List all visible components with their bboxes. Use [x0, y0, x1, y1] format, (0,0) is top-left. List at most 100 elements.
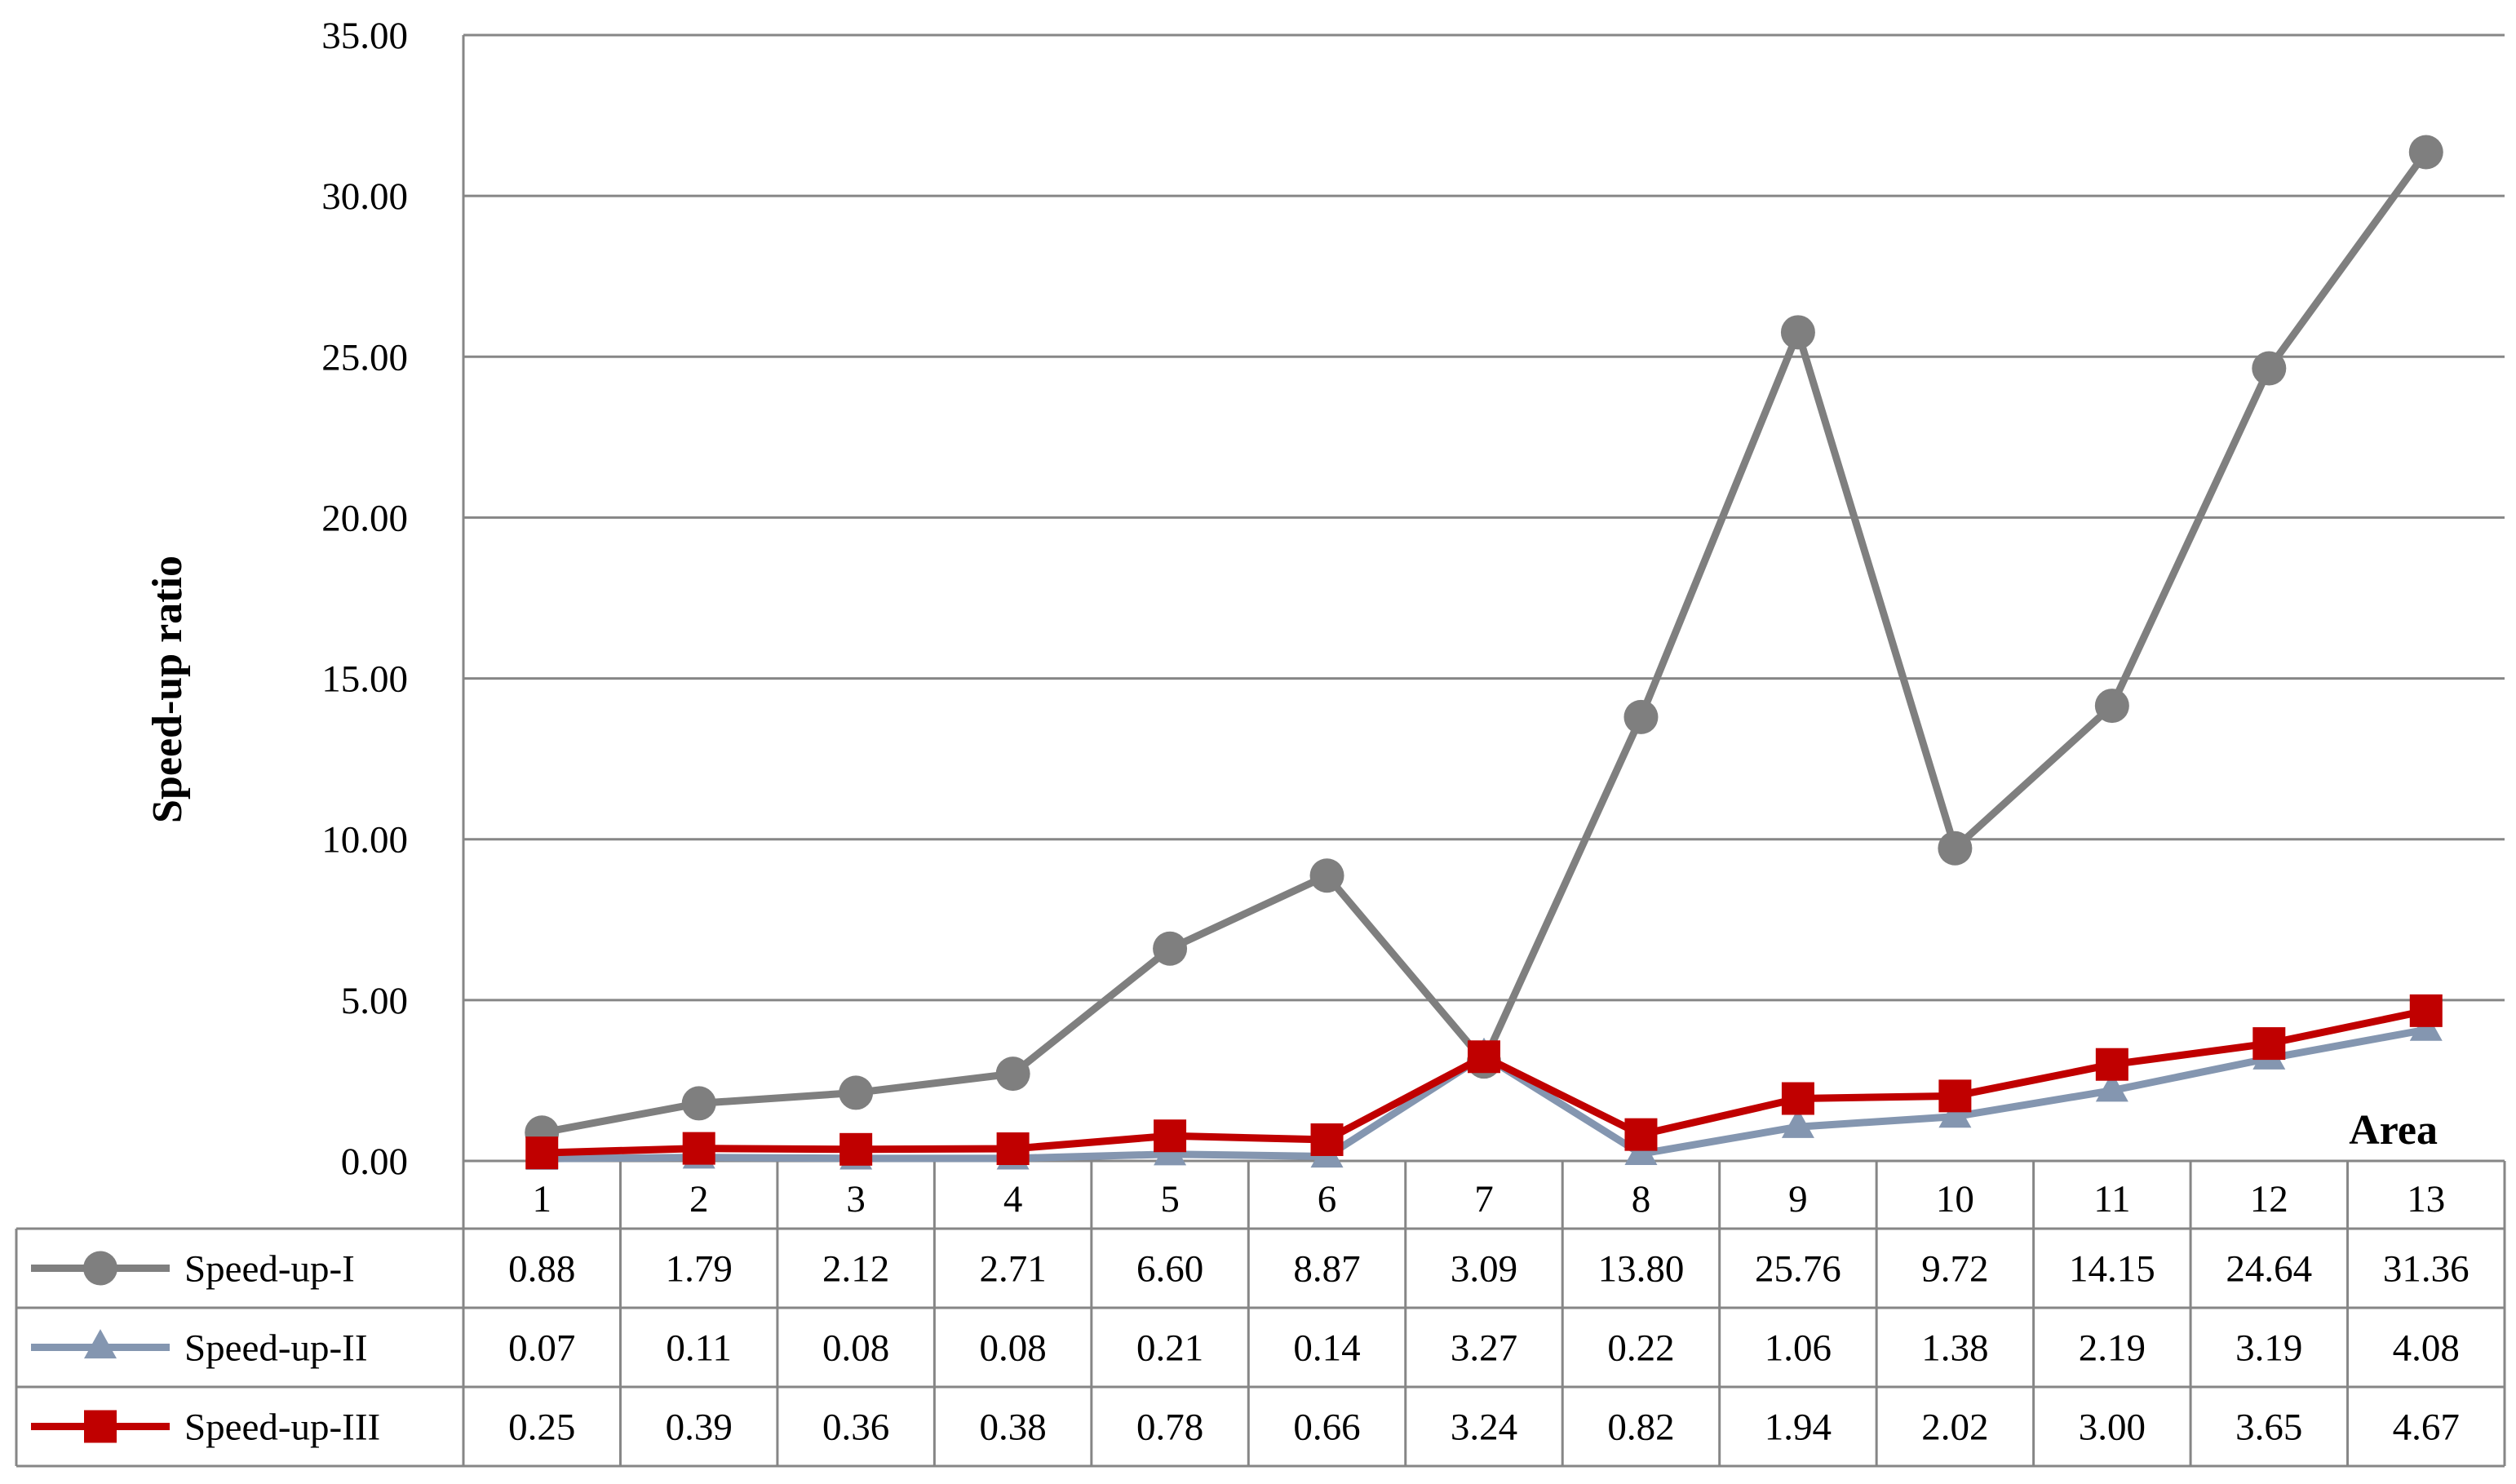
- table-value: 1.38: [1921, 1327, 1988, 1370]
- y-tick-label: 5.00: [341, 980, 408, 1022]
- table-value: 24.64: [2226, 1248, 2312, 1291]
- table-value: 25.76: [1755, 1248, 1841, 1291]
- data-point: [1309, 858, 1344, 893]
- data-point: [682, 1132, 715, 1165]
- category-label: 9: [1788, 1178, 1808, 1220]
- series-line: [541, 149, 2430, 1136]
- table-value: 4.08: [2393, 1327, 2460, 1370]
- table-value: 0.08: [822, 1327, 889, 1370]
- data-point: [2095, 1072, 2128, 1102]
- category-label: 10: [1936, 1178, 1974, 1220]
- category-label: 8: [1632, 1178, 1651, 1220]
- table-value: 0.25: [508, 1406, 575, 1449]
- table-value: 2.71: [979, 1248, 1046, 1291]
- category-label: 1: [532, 1178, 551, 1220]
- table-value: 0.11: [666, 1327, 732, 1370]
- data-point: [1938, 1079, 1972, 1113]
- data-point: [1781, 1082, 1814, 1115]
- table-value: 3.00: [2079, 1406, 2146, 1449]
- legend-entry: Speed-up-III: [184, 1406, 380, 1449]
- legend-key-marker: [84, 1410, 117, 1443]
- y-tick-label: 10.00: [321, 819, 408, 862]
- table-value: 3.24: [1451, 1406, 1517, 1449]
- data-point: [1781, 1108, 1814, 1138]
- series-lines: [525, 135, 2443, 1170]
- data-point: [839, 1075, 874, 1110]
- category-label: 7: [1474, 1178, 1494, 1220]
- table-value: 0.66: [1293, 1406, 1360, 1449]
- category-label: 4: [1003, 1178, 1023, 1220]
- data-point: [681, 1086, 716, 1121]
- data-point: [2409, 994, 2443, 1027]
- data-point: [839, 1132, 873, 1166]
- grid-lines: [462, 33, 2505, 1466]
- data-point: [1938, 831, 1973, 866]
- category-label: 2: [689, 1178, 709, 1220]
- y-tick-label: 15.00: [321, 658, 408, 701]
- data-point: [1468, 1040, 1500, 1074]
- data-point: [2094, 689, 2129, 724]
- data-point: [2408, 135, 2443, 170]
- category-label: 13: [2407, 1178, 2445, 1220]
- category-label: 6: [1318, 1178, 1337, 1220]
- data-point: [1623, 699, 1659, 734]
- data-point: [996, 1132, 1030, 1166]
- table-value: 2.12: [822, 1248, 889, 1291]
- y-tick-label: 30.00: [321, 175, 408, 218]
- y-tick-label: 25.00: [321, 336, 408, 379]
- legend-key-marker: [84, 1329, 117, 1359]
- data-point: [1310, 1123, 1344, 1156]
- y-axis-ticks: 0.00 5.00 10.00 15.00 20.00 25.00 30.00 35.00: [321, 15, 408, 1183]
- table-value: 31.36: [2383, 1248, 2469, 1291]
- table-value: 0.08: [979, 1327, 1046, 1370]
- data-point: [1153, 931, 1188, 966]
- legend-entry: Speed-up-II: [184, 1327, 367, 1370]
- table-value: 3.19: [2235, 1327, 2302, 1370]
- table-value: 3.65: [2235, 1406, 2302, 1449]
- x-axis-label: Area: [2349, 1107, 2438, 1154]
- category-label: 11: [2093, 1178, 2130, 1220]
- table-value: 0.38: [979, 1406, 1046, 1449]
- table-value: 0.22: [1607, 1327, 1674, 1370]
- table-value: 0.14: [1293, 1327, 1360, 1370]
- data-point: [1154, 1119, 1187, 1153]
- data-point: [2252, 1027, 2286, 1061]
- category-label: 12: [2250, 1178, 2288, 1220]
- table-value: 0.21: [1136, 1327, 1203, 1370]
- y-tick-label: 0.00: [341, 1141, 408, 1183]
- y-axis-label: Speed-up ratio: [144, 556, 191, 823]
- y-tick-label: 20.00: [321, 497, 408, 539]
- legend-entry: Speed-up-I: [184, 1248, 355, 1291]
- table-value: 0.07: [508, 1327, 575, 1370]
- table-value: 9.72: [1921, 1248, 1988, 1291]
- table-value: 2.19: [2079, 1327, 2146, 1370]
- table-value: 6.60: [1136, 1248, 1203, 1291]
- category-label: 5: [1160, 1178, 1180, 1220]
- table-value: 0.78: [1136, 1406, 1203, 1449]
- data-point: [2095, 1048, 2128, 1081]
- table-value: 4.67: [2393, 1406, 2460, 1449]
- table-value: 1.94: [1765, 1406, 1832, 1449]
- table-value: 1.79: [666, 1248, 733, 1291]
- data-point: [1780, 315, 1815, 350]
- y-tick-label: 35.00: [321, 15, 408, 57]
- table-value: 0.82: [1607, 1406, 1674, 1449]
- data-point: [1938, 1098, 1972, 1128]
- table-value: 8.87: [1293, 1248, 1360, 1291]
- data-point: [1624, 1118, 1658, 1151]
- table-value: 3.09: [1451, 1248, 1517, 1291]
- table-value: 13.80: [1598, 1248, 1685, 1291]
- table-value: 2.02: [1921, 1406, 1988, 1449]
- data-point: [995, 1057, 1030, 1092]
- table-value: 3.27: [1451, 1327, 1517, 1370]
- legend-key-marker: [83, 1251, 117, 1286]
- table-value: 0.88: [508, 1248, 575, 1291]
- table-value: 14.15: [2069, 1248, 2155, 1291]
- category-label: 3: [846, 1178, 866, 1220]
- table-value: 0.36: [822, 1406, 889, 1449]
- table-value: 1.06: [1765, 1327, 1832, 1370]
- table-value: 0.39: [666, 1406, 733, 1449]
- data-point: [2252, 351, 2287, 386]
